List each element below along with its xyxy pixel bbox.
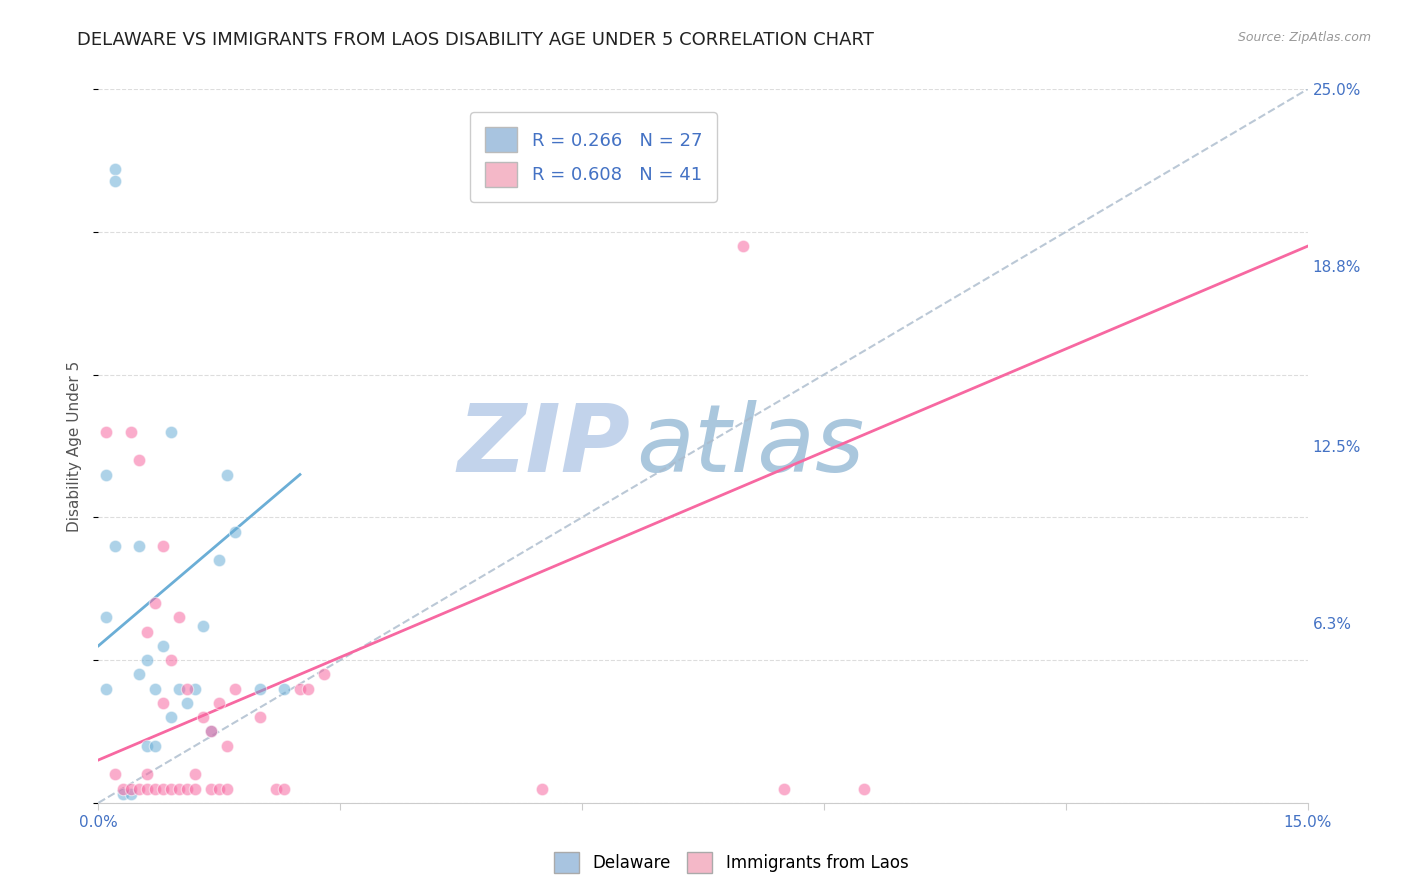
Point [184,781,207,796]
Point [160,710,183,724]
Point [103,767,125,781]
Legend: R = 0.266   N = 27, R = 0.608   N = 41: R = 0.266 N = 27, R = 0.608 N = 41 [470,112,717,202]
Point [193,619,215,633]
Point [103,173,125,187]
Point [160,781,183,796]
Point [167,610,190,624]
Point [120,781,142,796]
Point [143,681,166,696]
Point [120,425,142,439]
Point [217,739,239,753]
Point [143,596,166,610]
Point [853,781,876,796]
Point [288,681,311,696]
Point [176,781,198,796]
Point [96,425,118,439]
Text: Source: ZipAtlas.com: Source: ZipAtlas.com [1237,31,1371,45]
Point [733,239,755,253]
Point [184,767,207,781]
Point [152,639,174,653]
Point [200,724,222,739]
Point [111,781,134,796]
Point [152,696,174,710]
Point [135,781,157,796]
Point [217,467,239,482]
Point [208,553,231,567]
Point [135,767,157,781]
Point [176,681,198,696]
Point [273,781,295,796]
Point [128,667,150,681]
Point [264,781,287,796]
Point [167,781,190,796]
Point [128,539,150,553]
Point [160,653,183,667]
Point [135,624,157,639]
Point [217,781,239,796]
Point [772,781,794,796]
Point [224,524,246,539]
Point [96,681,118,696]
Point [297,681,319,696]
Point [135,653,157,667]
Point [103,539,125,553]
Point [273,681,295,696]
Point [193,710,215,724]
Point [200,724,222,739]
Point [96,610,118,624]
Point [530,781,553,796]
Point [111,787,134,801]
Point [314,667,336,681]
Point [167,681,190,696]
Point [160,425,183,439]
Text: atlas: atlas [637,401,865,491]
Point [143,781,166,796]
Point [143,739,166,753]
Point [200,781,222,796]
Point [103,162,125,177]
Point [152,539,174,553]
Point [249,681,271,696]
Point [208,696,231,710]
Point [224,681,246,696]
Point [249,710,271,724]
Point [120,787,142,801]
Y-axis label: Disability Age Under 5: Disability Age Under 5 [67,360,83,532]
Point [184,681,207,696]
Text: ZIP: ZIP [457,400,630,492]
Point [152,781,174,796]
Point [176,696,198,710]
Legend: Delaware, Immigrants from Laos: Delaware, Immigrants from Laos [547,846,915,880]
Point [128,781,150,796]
Text: DELAWARE VS IMMIGRANTS FROM LAOS DISABILITY AGE UNDER 5 CORRELATION CHART: DELAWARE VS IMMIGRANTS FROM LAOS DISABIL… [77,31,875,49]
Point [135,739,157,753]
Point [128,453,150,467]
Point [96,467,118,482]
Point [208,781,231,796]
